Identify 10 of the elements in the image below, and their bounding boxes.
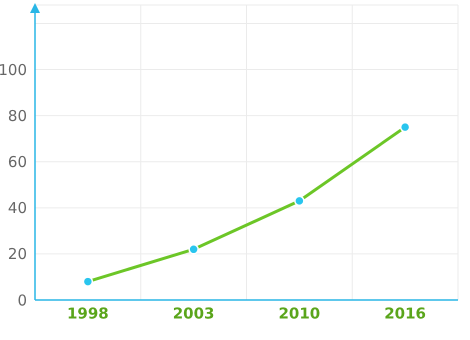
x-tick-label: 1998	[67, 304, 109, 323]
y-tick-label: 0	[17, 291, 27, 310]
y-tick-label: 20	[8, 245, 27, 264]
x-tick-label: 2003	[172, 304, 214, 323]
x-tick-label: 2016	[384, 304, 426, 323]
y-tick-label: 60	[8, 153, 27, 172]
y-tick-label: 40	[8, 199, 27, 218]
y-tick-label: 100	[0, 60, 27, 79]
x-tick-label: 2010	[278, 304, 320, 323]
y-tick-label: 80	[8, 106, 27, 125]
